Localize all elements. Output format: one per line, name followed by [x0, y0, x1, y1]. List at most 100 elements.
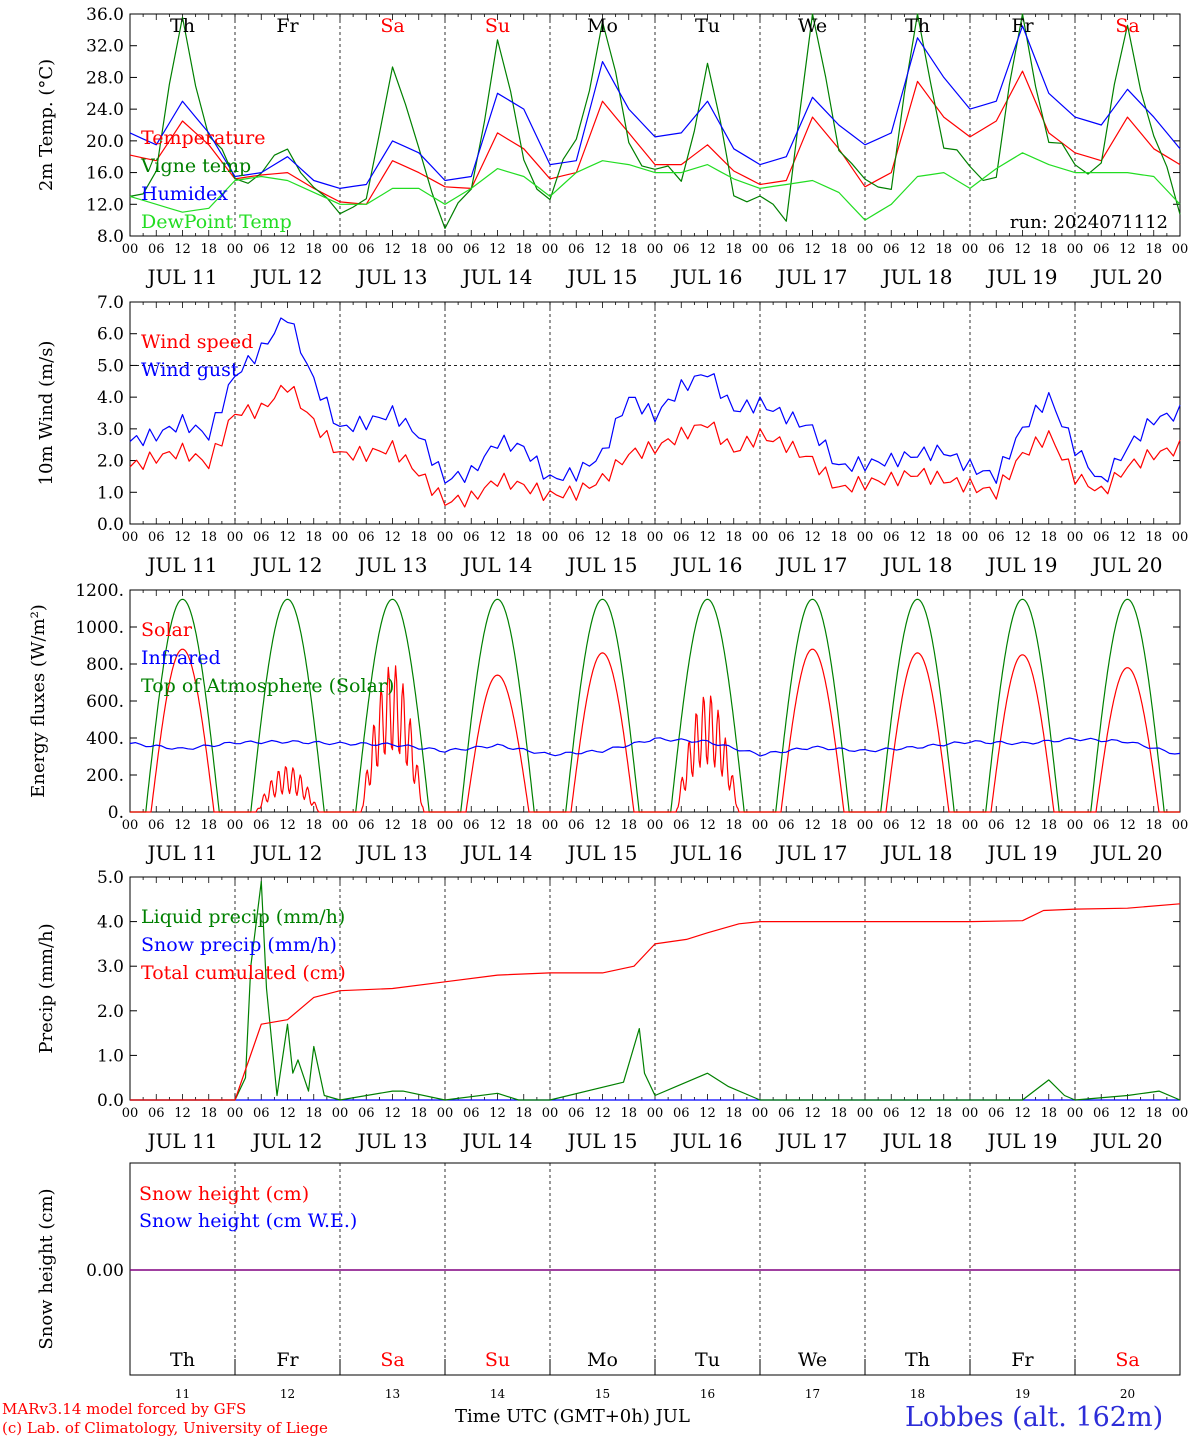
- y-tick-label-wind: 6.0: [97, 325, 124, 345]
- hour-label: 18: [305, 530, 322, 545]
- hour-label: 00: [332, 818, 349, 833]
- legend-temperature: Temperature: [141, 127, 265, 149]
- hour-label: 00: [647, 818, 664, 833]
- hour-label: 00: [542, 1106, 559, 1121]
- legend-wind-gust: Wind gust: [141, 359, 239, 381]
- legend-snow-precip: Snow precip (mm/h): [141, 934, 337, 956]
- hour-label: 18: [830, 530, 847, 545]
- run-annotation: run: 2024071112: [1010, 212, 1168, 233]
- y-tick-label-precip: 2.0: [97, 1002, 124, 1022]
- hour-label: 06: [253, 818, 270, 833]
- hour-label: 06: [463, 1106, 480, 1121]
- series-wind-gust: [129, 317, 1181, 484]
- weekday-label: Sa: [380, 1349, 404, 1371]
- hour-label: 00: [1067, 530, 1084, 545]
- date-label: JUL 16: [671, 553, 743, 577]
- hour-label: 18: [830, 818, 847, 833]
- y-tick-label-precip: 1.0: [97, 1046, 124, 1066]
- hour-label: 00: [122, 1106, 139, 1121]
- date-label: JUL 19: [986, 1129, 1058, 1153]
- temp-axis-label: 2m Temp. (°C): [36, 59, 57, 191]
- hour-label: 18: [1040, 1106, 1057, 1121]
- date-label: JUL 19: [986, 841, 1058, 865]
- x-axis-title: Time UTC (GMT+0h) JUL: [455, 1406, 690, 1427]
- hour-label: 18: [830, 242, 847, 257]
- lab-credit: (c) Lab. of Climatology, University of L…: [2, 1419, 328, 1437]
- hour-label: 18: [200, 818, 217, 833]
- legend-dewpoint: DewPoint Temp: [141, 211, 292, 233]
- y-tick-label-precip: 3.0: [97, 957, 124, 977]
- hour-label: 00: [227, 818, 244, 833]
- hour-label: 12: [699, 242, 716, 257]
- hour-label: 00: [1172, 242, 1189, 257]
- snow-axis-label: Snow height (cm): [36, 1188, 57, 1349]
- hour-label: 06: [778, 242, 795, 257]
- hour-label: 18: [830, 1106, 847, 1121]
- date-label: JUL 12: [251, 265, 323, 289]
- y-tick-label-wind: 3.0: [97, 420, 124, 440]
- hour-label: 18: [1040, 530, 1057, 545]
- hour-label: 00: [542, 242, 559, 257]
- hour-label: 06: [988, 242, 1005, 257]
- hour-label: 06: [1093, 818, 1110, 833]
- hour-label: 18: [305, 818, 322, 833]
- hour-label: 06: [148, 818, 165, 833]
- hour-label: 12: [174, 530, 191, 545]
- day-number-label: 11: [175, 1387, 190, 1400]
- hour-label: 18: [200, 530, 217, 545]
- hour-label: 00: [332, 530, 349, 545]
- date-label: JUL 11: [146, 265, 218, 289]
- hour-label: 18: [305, 1106, 322, 1121]
- hour-label: 06: [1093, 530, 1110, 545]
- legend-humidex: Humidex: [141, 183, 228, 205]
- hour-label: 06: [253, 242, 270, 257]
- model-credit: MARv3.14 model forced by GFS: [2, 1400, 247, 1418]
- hour-label: 06: [988, 1106, 1005, 1121]
- legend-wind-speed: Wind speed: [141, 331, 253, 353]
- hour-label: 00: [437, 242, 454, 257]
- legend-total-cumulated: Total cumulated (cm): [141, 962, 346, 984]
- date-label: JUL 11: [146, 841, 218, 865]
- y-tick-label-temp: 36.0: [86, 5, 124, 25]
- hour-label: 00: [752, 1106, 769, 1121]
- wind-axis-label: 10m Wind (m/s): [36, 341, 57, 486]
- y-tick-label-wind: 4.0: [97, 388, 124, 408]
- date-label: JUL 20: [1091, 1129, 1163, 1153]
- date-label: JUL 19: [986, 265, 1058, 289]
- hour-label: 06: [148, 530, 165, 545]
- hour-label: 12: [594, 818, 611, 833]
- y-tick-label-wind: 0.0: [97, 515, 124, 535]
- date-label: JUL 12: [251, 553, 323, 577]
- hour-label: 18: [1145, 1106, 1162, 1121]
- series-dewpoint-temp: [129, 152, 1181, 221]
- weekday-label: We: [798, 1349, 827, 1371]
- hour-label: 18: [725, 530, 742, 545]
- hour-label: 18: [620, 242, 637, 257]
- hour-label: 00: [647, 530, 664, 545]
- hour-label: 12: [384, 530, 401, 545]
- date-label: JUL 15: [566, 841, 638, 865]
- hour-label: 12: [1119, 242, 1136, 257]
- hour-label: 00: [122, 242, 139, 257]
- series-infrared: [129, 737, 1181, 757]
- y-tick-label-energy: 1200.: [75, 581, 124, 601]
- y-tick-label-temp: 16.0: [86, 164, 124, 184]
- hour-label: 06: [988, 818, 1005, 833]
- y-tick-label-wind: 2.0: [97, 452, 124, 472]
- hour-label: 12: [489, 818, 506, 833]
- hour-label: 00: [227, 530, 244, 545]
- hour-label: 00: [752, 818, 769, 833]
- station-name: Lobbes (alt. 162m): [905, 1402, 1164, 1433]
- legend-vigne-temp: Vigne temp: [140, 155, 251, 177]
- hour-label: 18: [935, 1106, 952, 1121]
- hour-label: 18: [515, 242, 532, 257]
- hour-label: 00: [227, 242, 244, 257]
- hour-label: 06: [358, 1106, 375, 1121]
- hour-label: 12: [699, 818, 716, 833]
- day-number-label: 15: [595, 1387, 610, 1400]
- hour-label: 18: [725, 818, 742, 833]
- weekday-label: Mo: [587, 1349, 618, 1371]
- hour-label: 12: [279, 242, 296, 257]
- hour-label: 00: [1172, 818, 1189, 833]
- hour-label: 18: [620, 818, 637, 833]
